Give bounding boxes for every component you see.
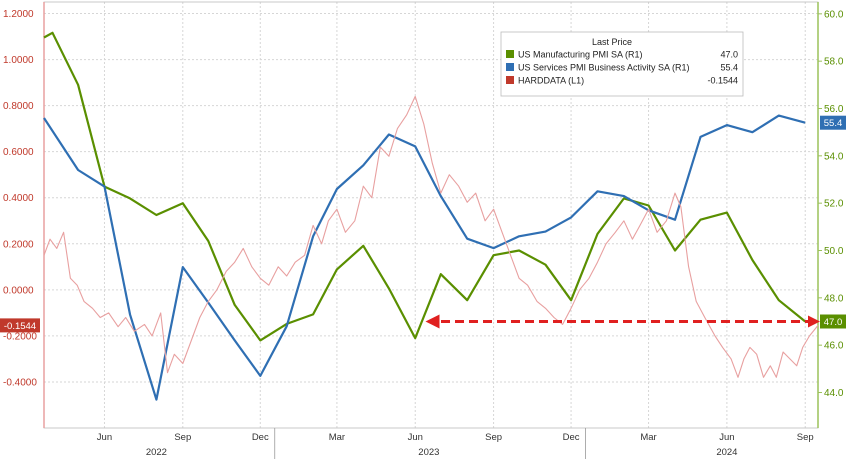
- x-tick-label: Mar: [640, 432, 656, 443]
- legend-header: Last Price: [592, 37, 632, 47]
- series-line-services-pmi: [43, 114, 806, 401]
- last-value-tag-harddata: [0, 318, 40, 333]
- axes-layer: 1.2000 1.0000 0.8000 0.6000 0.4000 0.2000 0.00…: [3, 1, 844, 459]
- x-tick-label: Jun: [408, 432, 423, 443]
- left-tick-label: 1.0000: [3, 55, 34, 66]
- x-tick-label: Sep: [485, 432, 502, 443]
- series-line-harddata: [43, 95, 819, 378]
- left-tick-label: 0.2000: [3, 239, 34, 250]
- x-tick-label: Dec: [252, 432, 269, 443]
- legend-swatch-harddata: [506, 76, 514, 84]
- right-tick-label: 54.0: [824, 151, 844, 162]
- left-tick-label: 0.6000: [3, 147, 34, 158]
- legend-label-services: US Services PMI Business Activity SA (R1…: [518, 63, 690, 73]
- legend-box: [500, 31, 744, 97]
- last-value-tag-services-pmi: [820, 115, 846, 130]
- last-value-text-services-pmi: 55.4: [824, 118, 843, 129]
- right-tick-label: 52.0: [824, 199, 844, 210]
- right-tick-label: 48.0: [824, 293, 844, 304]
- legend-value-services: 55.4: [720, 63, 738, 73]
- legend-label-manufacturing: US Manufacturing PMI SA (R1): [518, 50, 643, 60]
- left-tick-label: 0.0000: [3, 285, 34, 296]
- tags-layer: -0.1544 55.4 47.0: [0, 115, 846, 333]
- x-tick-label: Mar: [329, 432, 345, 443]
- legend-swatch-manufacturing: [506, 50, 514, 58]
- legend-value-manufacturing: 47.0: [720, 50, 738, 60]
- x-year-label: 2022: [146, 447, 167, 458]
- series-layer: [43, 31, 819, 401]
- right-tick-label: 58.0: [824, 57, 844, 68]
- right-tick-label: 46.0: [824, 341, 844, 352]
- last-value-tag-manufacturing-pmi: [820, 314, 846, 329]
- x-tick-label: Dec: [563, 432, 580, 443]
- legend-label-harddata: HARDDATA (L1): [518, 76, 584, 86]
- last-value-text-manufacturing-pmi: 47.0: [824, 317, 843, 328]
- legend-value-harddata: -0.1544: [707, 76, 738, 86]
- left-tick-label: 0.8000: [3, 101, 34, 112]
- x-year-label: 2024: [716, 447, 737, 458]
- right-tick-label: 56.0: [824, 104, 844, 115]
- legend: Last Price US Manufacturing PMI SA (R1) …: [500, 31, 744, 97]
- arrow-head-right: [808, 315, 820, 328]
- x-tick-label: Sep: [797, 432, 814, 443]
- left-tick-label: 1.2000: [3, 9, 34, 20]
- x-tick-label: Jun: [719, 432, 734, 443]
- series-line-manufacturing-pmi: [43, 31, 806, 342]
- left-tick-label: -0.4000: [3, 377, 37, 388]
- left-tick-label: -0.2000: [3, 331, 37, 342]
- arrow-head-left: [425, 314, 440, 329]
- legend-swatch-services: [506, 63, 514, 71]
- x-tick-label: Jun: [97, 432, 112, 443]
- x-tick-label: Sep: [174, 432, 191, 443]
- right-tick-label: 60.0: [824, 9, 844, 20]
- right-tick-label: 50.0: [824, 246, 844, 257]
- annotation-layer: [425, 314, 820, 329]
- x-year-label: 2023: [418, 447, 439, 458]
- right-tick-label: 44.0: [824, 388, 844, 399]
- left-tick-label: 0.4000: [3, 193, 34, 204]
- last-value-text-harddata: -0.1544: [4, 321, 36, 332]
